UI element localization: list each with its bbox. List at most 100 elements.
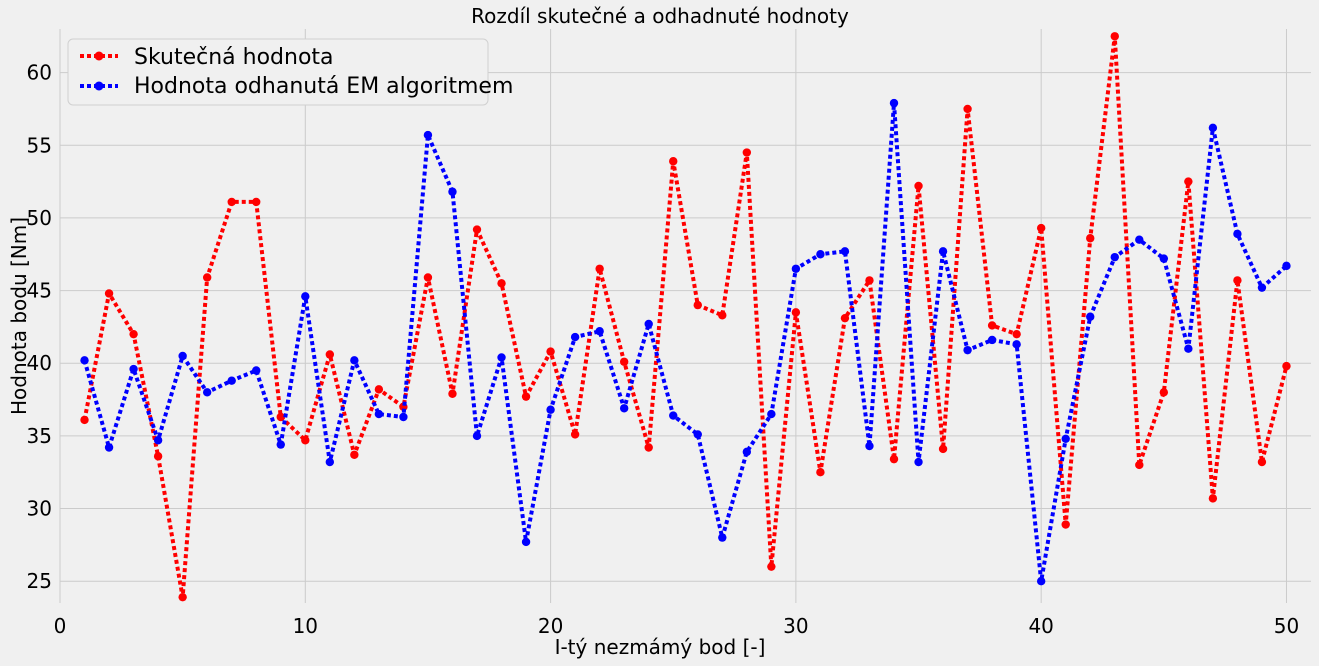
data-point bbox=[1208, 123, 1218, 133]
data-point bbox=[938, 247, 948, 256]
data-point bbox=[104, 443, 114, 452]
data-point bbox=[1036, 223, 1046, 233]
data-point bbox=[546, 405, 555, 414]
legend-marker-skutecna bbox=[94, 51, 104, 61]
data-point bbox=[1061, 520, 1070, 529]
x-tick-label: 20 bbox=[538, 614, 563, 638]
y-tick-label: 50 bbox=[27, 206, 52, 230]
x-axis-label: I-tý nezmámý bod [-] bbox=[555, 635, 766, 659]
data-point bbox=[178, 592, 187, 602]
data-point bbox=[791, 264, 801, 273]
data-point bbox=[595, 264, 604, 273]
data-point bbox=[1184, 177, 1193, 186]
data-point bbox=[472, 431, 482, 441]
data-point bbox=[1135, 235, 1144, 244]
data-point bbox=[202, 388, 212, 397]
y-tick-label: 25 bbox=[27, 569, 52, 593]
y-tick-label: 45 bbox=[27, 279, 52, 303]
data-point bbox=[987, 321, 997, 330]
data-point bbox=[1257, 457, 1267, 467]
data-point bbox=[963, 104, 972, 114]
data-point bbox=[595, 327, 604, 336]
data-point bbox=[276, 440, 285, 449]
data-point bbox=[129, 329, 138, 339]
x-tick-label: 40 bbox=[1028, 614, 1053, 638]
data-point bbox=[742, 148, 752, 157]
data-point bbox=[153, 436, 163, 445]
data-point bbox=[1036, 577, 1046, 586]
data-point bbox=[718, 311, 727, 320]
data-point bbox=[521, 537, 531, 547]
data-point bbox=[1086, 234, 1095, 243]
data-point bbox=[472, 225, 482, 234]
grid bbox=[59, 29, 1311, 603]
y-tick-label: 55 bbox=[27, 133, 52, 157]
data-point bbox=[1110, 252, 1119, 262]
series-0 bbox=[80, 32, 1291, 602]
legend: Skutečná hodnota Hodnota odhanutá EM alg… bbox=[67, 38, 513, 106]
x-tick-label: 0 bbox=[54, 614, 67, 638]
data-point bbox=[1110, 32, 1119, 41]
data-point bbox=[1012, 340, 1021, 349]
series-line bbox=[82, 34, 1289, 600]
data-point bbox=[374, 385, 384, 394]
data-point bbox=[693, 430, 702, 439]
data-point bbox=[987, 335, 997, 345]
legend-frame bbox=[67, 38, 489, 106]
data-point bbox=[1061, 434, 1070, 443]
data-point bbox=[497, 353, 506, 362]
data-point bbox=[865, 276, 874, 285]
data-point bbox=[619, 357, 629, 366]
data-point bbox=[325, 457, 335, 467]
data-point bbox=[1135, 460, 1144, 470]
data-point bbox=[1282, 361, 1291, 371]
data-point bbox=[1159, 254, 1169, 263]
data-point bbox=[202, 273, 212, 282]
data-point bbox=[1184, 344, 1193, 353]
data-point bbox=[816, 250, 825, 259]
legend-marker-odhad bbox=[94, 81, 104, 91]
data-point bbox=[1233, 276, 1242, 285]
data-point bbox=[742, 447, 752, 457]
data-point bbox=[1012, 329, 1021, 339]
data-point bbox=[448, 187, 457, 196]
legend-entry-skutecna: Skutečná hodnota bbox=[80, 45, 334, 70]
data-point bbox=[889, 454, 899, 464]
data-point bbox=[521, 392, 531, 401]
data-point bbox=[80, 356, 89, 365]
data-point bbox=[80, 415, 89, 425]
chart-title: Rozdíl skutečné a odhadnuté hodnoty bbox=[471, 4, 849, 28]
data-point bbox=[276, 412, 285, 422]
y-tick-label: 35 bbox=[27, 424, 52, 448]
series-1 bbox=[80, 98, 1291, 586]
y-axis-label: Hodnota bodu [Nm] bbox=[7, 217, 31, 415]
data-point bbox=[374, 409, 384, 419]
data-point bbox=[791, 308, 801, 317]
legend-label-odhad: Hodnota odhanutá EM algoritmem bbox=[134, 74, 513, 99]
series-line bbox=[82, 101, 1288, 584]
data-point bbox=[153, 452, 163, 461]
plot-background bbox=[60, 29, 1311, 603]
data-point bbox=[669, 157, 678, 166]
data-point bbox=[448, 389, 457, 398]
data-point bbox=[227, 197, 236, 207]
x-axis-ticks: 0 10 20 30 40 50 bbox=[54, 614, 1300, 638]
data-point bbox=[963, 345, 972, 355]
data-point bbox=[301, 436, 310, 445]
data-point bbox=[399, 412, 408, 422]
data-point bbox=[325, 350, 335, 359]
y-tick-label: 40 bbox=[27, 351, 52, 375]
data-point bbox=[301, 292, 310, 301]
data-point bbox=[423, 130, 433, 140]
data-point bbox=[619, 404, 629, 413]
x-tick-label: 50 bbox=[1274, 614, 1299, 638]
x-tick-label: 30 bbox=[783, 614, 808, 638]
data-point bbox=[423, 273, 433, 282]
series-layer bbox=[80, 32, 1291, 602]
data-point bbox=[570, 332, 580, 342]
data-point bbox=[546, 347, 555, 356]
data-point bbox=[252, 366, 261, 375]
y-tick-label: 30 bbox=[27, 497, 52, 521]
